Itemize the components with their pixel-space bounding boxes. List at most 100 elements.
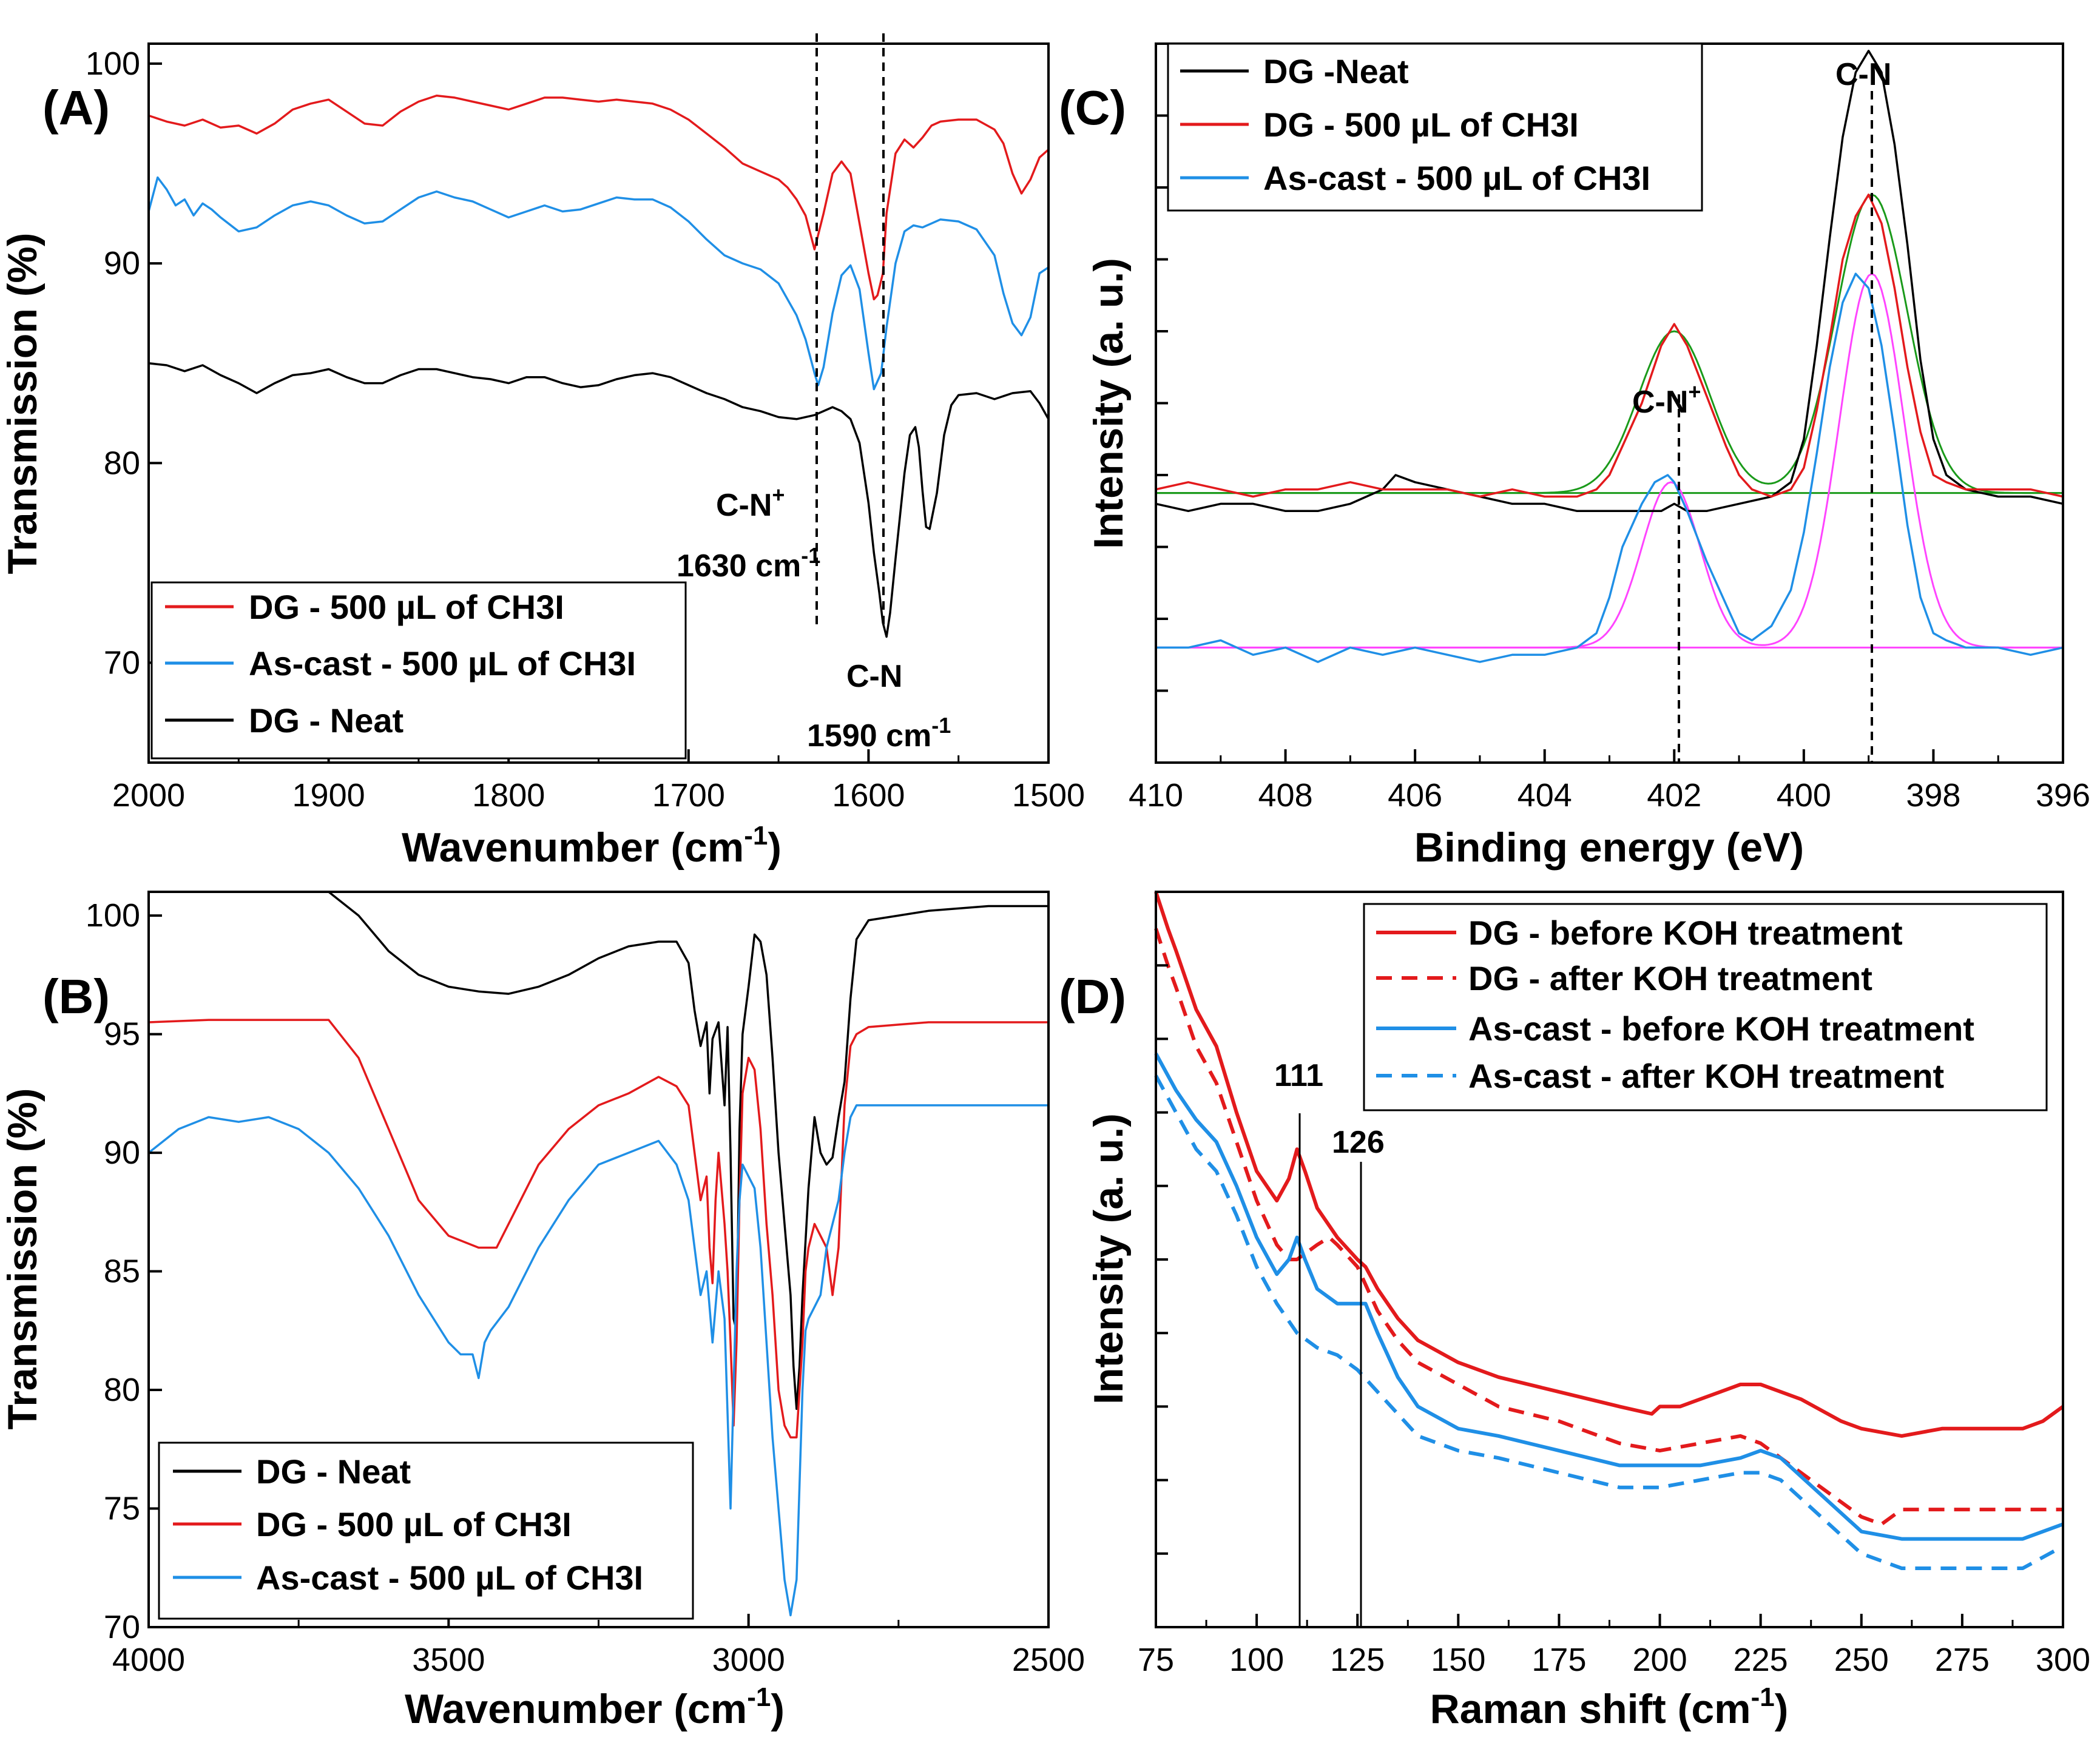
y-tick-label: 100 bbox=[86, 897, 140, 934]
panel-b-xlabel-tail: ) bbox=[771, 1686, 785, 1732]
panel-d-frame bbox=[1155, 891, 2064, 1628]
panel-d-series-0 bbox=[1154, 891, 2064, 1438]
panel-a-xlabel-sup: -1 bbox=[744, 821, 768, 851]
panel-b-label: (B) bbox=[42, 969, 110, 1023]
panel-c-cn-label: C-N bbox=[1835, 57, 1891, 92]
panel-d-label: (D) bbox=[1059, 969, 1126, 1023]
panel-c-legend-dg-neat: DG -Neat bbox=[1263, 52, 1409, 90]
y-tick-label: 80 bbox=[104, 1372, 140, 1408]
svg-text:C-N+: C-N+ bbox=[1632, 379, 1701, 420]
panel-b-legend-dg-ch3i: DG - 500 µL of CH3I bbox=[256, 1505, 572, 1543]
panel-a-xlabel-tail: ) bbox=[768, 824, 782, 871]
panel-a-ticks: 2000 1900 1800 1700 1600 1500 70 80 90 100 bbox=[86, 46, 1085, 814]
panel-d-ticks: 75 100 125 150 175 200 225 250 275 300 bbox=[1138, 964, 2090, 1678]
panel-c-cn-plus-sup: + bbox=[1688, 379, 1701, 404]
panel-a-cn-plus-label: C-N bbox=[716, 488, 772, 523]
x-tick-label: 408 bbox=[1258, 777, 1313, 814]
x-tick-label: 1500 bbox=[1012, 777, 1085, 814]
x-tick-label: 400 bbox=[1777, 777, 1831, 814]
panel-a-frame bbox=[147, 42, 1050, 764]
panel-c-xlabel: Binding energy (eV) bbox=[1414, 824, 1804, 871]
panel-d-xlabel-main: Raman shift (cm bbox=[1430, 1686, 1751, 1732]
panel-a-cn-unit-sup: -1 bbox=[931, 713, 951, 738]
x-tick-label: 3000 bbox=[712, 1642, 785, 1678]
panel-b-series-1 bbox=[148, 1019, 1048, 1438]
x-tick-label: 75 bbox=[1138, 1642, 1174, 1678]
panel-d-legend-ascast-after: As-cast - after KOH treatment bbox=[1468, 1057, 1944, 1095]
panel-d-legend-box bbox=[1363, 903, 2048, 1111]
panel-c-label: (C) bbox=[1059, 81, 1126, 135]
panel-c-legend: DG -Neat DG - 500 µL of CH3I As-cast - 5… bbox=[1167, 42, 1703, 212]
panel-b-series-0 bbox=[149, 891, 1048, 1411]
panel-a-cn-label: C-N bbox=[846, 659, 902, 694]
panel-d-series-1 bbox=[1154, 928, 2063, 1526]
panel-c-series-1 bbox=[1155, 194, 2064, 498]
x-tick-label: 2500 bbox=[1012, 1642, 1085, 1678]
x-tick-label: 1900 bbox=[292, 777, 365, 814]
panel-a-label: (A) bbox=[42, 81, 110, 135]
panel-a-series-2 bbox=[148, 362, 1050, 638]
panel-d-legend-ascast-before: As-cast - before KOH treatment bbox=[1468, 1010, 1974, 1048]
panel-c-series-group bbox=[1155, 50, 2064, 663]
panel-b-series-group bbox=[147, 891, 1048, 1617]
panel-b-legend-dg-neat: DG - Neat bbox=[256, 1452, 411, 1491]
panel-b-ticks: 4000 3500 3000 2500 70 75 80 85 90 95 100 bbox=[86, 897, 1085, 1678]
svg-text:1590 cm-1: 1590 cm-1 bbox=[807, 713, 951, 754]
y-tick-label: 90 bbox=[104, 245, 140, 282]
panel-b-xlabel-sup: -1 bbox=[747, 1682, 771, 1712]
panel-d-legend-dg-before: DG - before KOH treatment bbox=[1468, 914, 1903, 952]
panel-a-legend-dg-neat: DG - Neat bbox=[249, 701, 403, 740]
svg-text:Wavenumber (cm-1): Wavenumber (cm-1) bbox=[402, 821, 782, 871]
y-tick-label: 85 bbox=[104, 1253, 140, 1290]
panel-d-series-3 bbox=[1154, 1074, 2064, 1570]
x-tick-label: 404 bbox=[1518, 777, 1572, 814]
panel-c: (C) 410 408 406 404 402 400 398 396 C-N+ C-N DG… bbox=[1059, 42, 2090, 871]
x-tick-label: 4000 bbox=[112, 1642, 185, 1678]
panel-d-legend: DG - before KOH treatment DG - after KOH… bbox=[1363, 903, 2048, 1111]
panel-d-xlabel-sup: -1 bbox=[1751, 1682, 1775, 1712]
svg-text:C-N+: C-N+ bbox=[716, 482, 785, 523]
x-tick-label: 1800 bbox=[472, 777, 545, 814]
svg-text:1630 cm-1: 1630 cm-1 bbox=[677, 543, 820, 584]
panel-c-legend-ascast-ch3i: As-cast - 500 µL of CH3I bbox=[1263, 159, 1650, 197]
x-tick-label: 398 bbox=[1906, 777, 1960, 814]
y-tick-label: 80 bbox=[104, 445, 140, 481]
x-tick-label: 200 bbox=[1633, 1642, 1687, 1678]
panel-a-cn-wavenumber: 1590 cm bbox=[807, 718, 931, 754]
panel-c-legend-dg-ch3i: DG - 500 µL of CH3I bbox=[1263, 106, 1579, 144]
panel-d-xlabel-tail: ) bbox=[1775, 1686, 1789, 1732]
panel-b-legend-box bbox=[158, 1441, 694, 1620]
x-tick-label: 406 bbox=[1388, 777, 1442, 814]
panel-d: (D) 75 100 125 150 175 200 225 250 275 300 111 12… bbox=[1059, 891, 2090, 1732]
panel-c-ticks: 410 408 406 404 402 400 398 396 bbox=[1129, 114, 2090, 814]
panel-c-ylabel: Intensity (a. u.) bbox=[1085, 258, 1132, 549]
x-tick-label: 1600 bbox=[832, 777, 905, 814]
x-tick-label: 402 bbox=[1647, 777, 1701, 814]
panel-d-legend-dg-after: DG - after KOH treatment bbox=[1468, 959, 1872, 997]
panel-a-cn-plus-sup: + bbox=[772, 482, 785, 507]
panel-d-peak-111: 111 bbox=[1274, 1058, 1323, 1093]
svg-text:Wavenumber (cm-1): Wavenumber (cm-1) bbox=[405, 1682, 785, 1732]
panel-b-series-2 bbox=[147, 1104, 1048, 1617]
panel-a-series-group bbox=[147, 94, 1050, 638]
panel-b-frame bbox=[147, 891, 1050, 1628]
panel-c-series-0 bbox=[1155, 50, 2064, 513]
panel-b-ylabel: Transmission (%) bbox=[0, 1088, 46, 1429]
y-tick-label: 70 bbox=[104, 644, 140, 681]
panel-a-cn-plus-wavenumber: 1630 cm bbox=[677, 548, 801, 584]
panel-d-series-2 bbox=[1154, 1053, 2064, 1541]
x-tick-label: 125 bbox=[1330, 1642, 1385, 1678]
x-tick-label: 410 bbox=[1129, 777, 1183, 814]
panel-d-series-group bbox=[1154, 891, 2064, 1570]
panel-b-xlabel-main: Wavenumber (cm bbox=[405, 1686, 747, 1732]
x-tick-label: 275 bbox=[1935, 1642, 1990, 1678]
panel-b-legend-ascast-ch3i: As-cast - 500 µL of CH3I bbox=[256, 1559, 643, 1597]
panel-a-legend-dg-ch3i: DG - 500 µL of CH3I bbox=[249, 588, 564, 626]
panel-a: (A) 2000 1900 1800 1700 1600 1500 70 80 90 100 C-… bbox=[0, 33, 1085, 871]
panel-d-peak-126: 126 bbox=[1332, 1125, 1385, 1160]
x-tick-label: 2000 bbox=[112, 777, 185, 814]
x-tick-label: 396 bbox=[2036, 777, 2090, 814]
panel-a-legend-ascast-ch3i: As-cast - 500 µL of CH3I bbox=[249, 644, 636, 683]
svg-text:Raman shift (cm-1): Raman shift (cm-1) bbox=[1430, 1682, 1789, 1732]
y-tick-label: 90 bbox=[104, 1135, 140, 1171]
